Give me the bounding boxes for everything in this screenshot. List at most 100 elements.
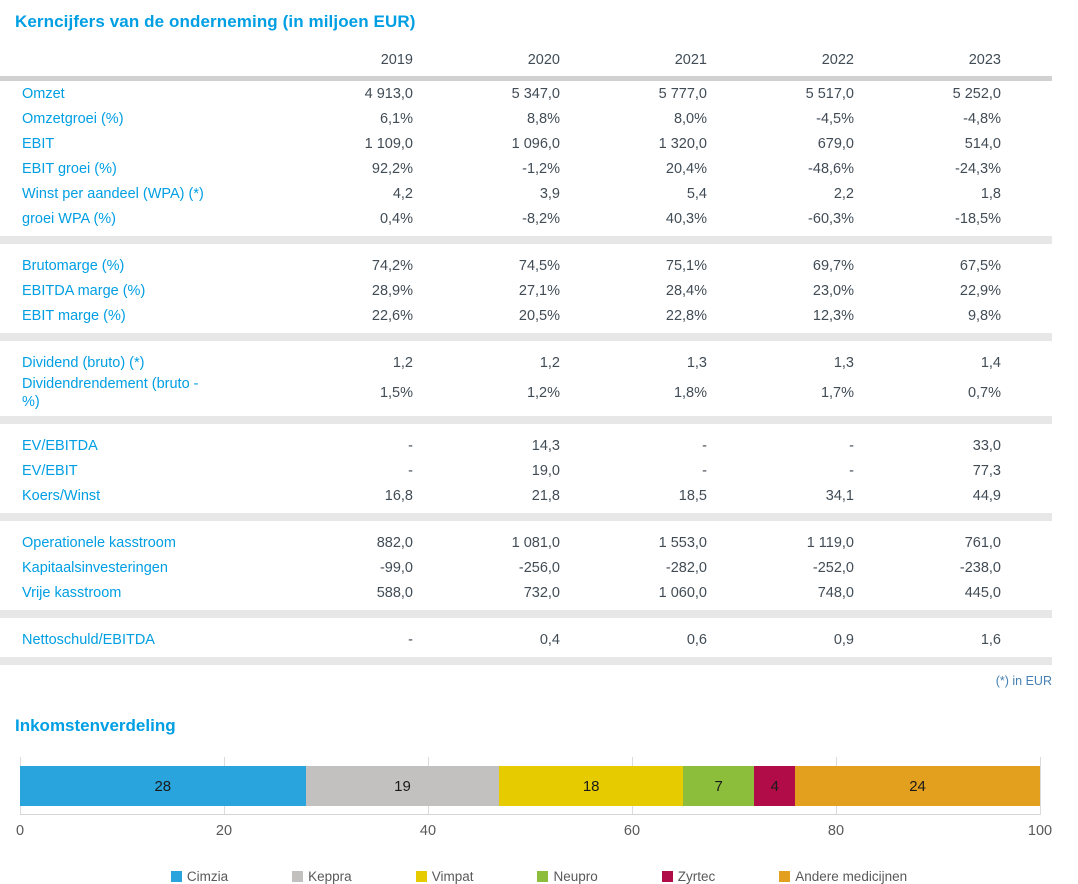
cell-value: 4,2 [392,185,413,202]
cell-value: 1,3 [833,354,854,371]
cell-value: 20,4% [665,160,707,177]
bar-segment-vimpat: 18 [499,766,683,806]
report-page: Kerncijfers van de onderneming (in miljo… [0,12,1052,884]
legend-color-swatch [537,871,549,882]
table-row: EBITDA marge (%) 28,9% 27,1% 28,4% 23,0% 22,9… [0,278,1052,303]
row-label: EBIT [22,135,55,152]
cell-value: 4 913,0 [364,85,413,102]
cell-value: 0,4 [539,631,560,648]
legend-item-zyrtec: Zyrtec [661,869,716,884]
cell-value: 1 119,0 [806,534,854,551]
segment-value-label: 18 [582,777,600,795]
table-row: EBIT groei (%) 92,2% -1,2% 20,4% -48,6% -24,3… [0,156,1052,181]
legend-item-cimzia: Cimzia [170,869,229,884]
cell-value: -1,2% [522,160,560,177]
cell-value: -256,0 [518,559,560,576]
cell-value: -238,0 [959,559,1001,576]
cell-value: 8,0% [673,110,707,127]
table-section: Brutomarge (%) 74,2% 74,5% 75,1% 69,7% 67,5% E… [0,253,1052,328]
cell-value: 1 320,0 [658,135,707,152]
cell-value: 761,0 [964,534,1001,551]
section-separator [0,236,1052,244]
gridline [1040,757,1041,815]
legend-label: Cimzia [186,869,229,884]
cell-value: 1,4 [980,354,1001,371]
year-header: 2020 [527,52,560,68]
bar-segment-keppra: 19 [305,766,500,806]
segment-value-label: 19 [394,777,411,795]
table-row: Brutomarge (%) 74,2% 74,5% 75,1% 69,7% 67,5% [0,253,1052,278]
cell-value: 748,0 [817,584,854,601]
row-label: EV/EBIT [22,462,78,479]
cell-value: -252,0 [812,559,854,576]
cell-value: 14,3 [531,437,560,454]
cell-value: 882,0 [376,534,413,551]
cell-value: 1 081,0 [511,534,560,551]
legend-item-vimpat: Vimpat [415,869,473,884]
cell-value: 18,5 [678,487,707,504]
cell-value: 732,0 [523,584,560,601]
cell-value: 1 096,0 [511,135,560,152]
row-label: Nettoschuld/EBITDA [22,631,155,648]
cell-value: 0,9 [833,631,854,648]
x-axis-line [20,814,1040,815]
cell-value: -8,2% [522,210,560,227]
header-divider [0,76,1052,81]
row-label: Vrije kasstroom [22,584,122,601]
legend-label: Zyrtec [677,869,716,884]
cell-value: 1,2 [539,354,560,371]
cell-value: 588,0 [376,584,413,601]
cell-value: - [408,631,413,648]
cell-value: - [408,437,413,454]
cell-value: 22,8% [665,307,707,324]
x-tick-label: 0 [15,823,25,839]
bar-segment-neupro: 7 [682,766,755,806]
table-row: Dividendrendement (bruto - %) 1,5% 1,2% 1,8… [0,375,1052,411]
table-row: EV/EBIT - 19,0 - - 77,3 [0,458,1052,483]
table-row: Omzet 4 913,0 5 347,0 5 777,0 5 517,0 5 252,0 [0,81,1052,106]
cell-value: 5 347,0 [511,85,560,102]
row-label: Koers/Winst [22,487,101,504]
cell-value: 0,4% [379,210,413,227]
x-tick-label: 100 [1027,823,1053,839]
table-row: Kapitaalsinvesteringen -99,0 -256,0 -282,0 -… [0,555,1052,580]
year-header: 2022 [821,52,854,68]
cell-value: 22,6% [371,307,413,324]
cell-value: -4,5% [816,110,854,127]
segment-value-label: 7 [714,777,723,795]
cell-value: 5 252,0 [952,85,1001,102]
cell-value: 5,4 [686,185,707,202]
cell-value: 1,8 [980,185,1001,202]
legend-color-swatch [415,871,427,882]
x-tick-label: 20 [215,823,233,839]
row-label: groei WPA (%) [22,210,117,227]
cell-value: 33,0 [972,437,1001,454]
cell-value: 1,6 [980,631,1001,648]
legend-color-swatch [170,871,182,882]
table-row: Nettoschuld/EBITDA - 0,4 0,6 0,9 1,6 [0,627,1052,652]
table-section: EV/EBITDA - 14,3 - - 33,0 EV/EBIT - 19,0 - - 77,3 Ko… [0,433,1052,508]
table-body: Omzet 4 913,0 5 347,0 5 777,0 5 517,0 5 252,0… [0,81,1052,665]
cell-value: 5 777,0 [658,85,707,102]
cell-value: 74,5% [518,257,560,274]
kerncijfers-table: Kerncijfers van de onderneming (in miljo… [0,12,1052,688]
cell-value: 9,8% [967,307,1001,324]
cell-value: -4,8% [963,110,1001,127]
cell-value: 1,2% [526,385,560,401]
table-section: Operationele kasstroom 882,0 1 081,0 1 553,… [0,530,1052,605]
table-row: Koers/Winst 16,8 21,8 18,5 34,1 44,9 [0,483,1052,508]
cell-value: - [849,462,854,479]
chart-title: Inkomstenverdeling [15,716,176,735]
cell-value: 77,3 [972,462,1001,479]
cell-value: 2,2 [833,185,854,202]
x-axis-ticks: 0 20 40 60 80 100 [16,823,1052,843]
legend-item-keppra: Keppra [292,869,352,884]
x-tick-label: 40 [419,823,437,839]
cell-value: 22,9% [959,282,1001,299]
legend-label: Neupro [553,869,598,884]
cell-value: 1,5% [379,385,413,401]
cell-value: 23,0% [812,282,854,299]
bar-segment-zyrtec: 4 [754,766,796,806]
table-section: Omzet 4 913,0 5 347,0 5 777,0 5 517,0 5 252,0… [0,81,1052,231]
cell-value: - [702,437,707,454]
